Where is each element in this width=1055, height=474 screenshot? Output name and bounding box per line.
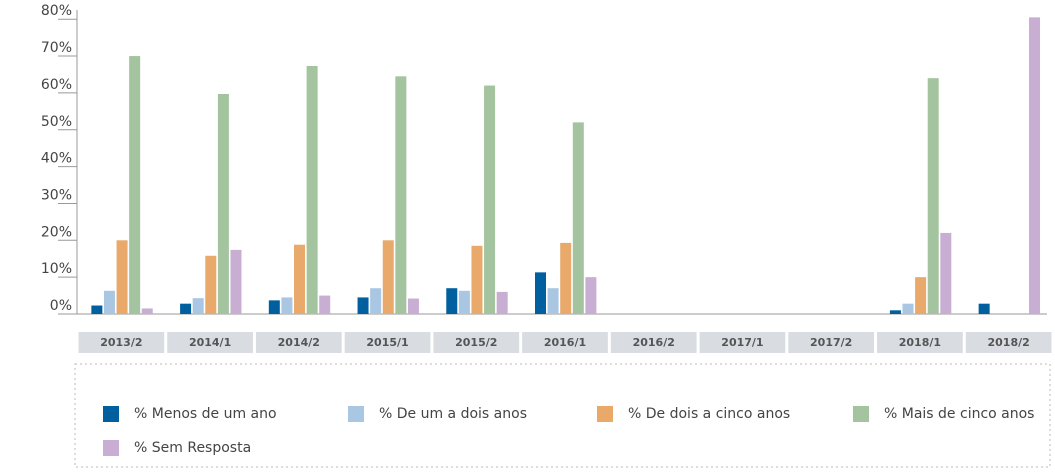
bar [205, 255, 217, 314]
bar [1029, 17, 1041, 315]
legend-label: % Menos de um ano [134, 406, 277, 422]
bar [458, 290, 470, 314]
bar [889, 310, 901, 314]
x-tick-label: 2017/2 [810, 336, 852, 349]
legend-swatch [103, 406, 119, 422]
category-box [965, 332, 1052, 353]
legend-swatch [348, 406, 364, 422]
x-tick-label: 2016/1 [544, 336, 586, 349]
bar [129, 56, 141, 314]
bar [230, 249, 242, 314]
legend-label: % De dois a cinco anos [628, 406, 790, 422]
x-tick-label: 2018/2 [987, 336, 1029, 349]
bar [547, 288, 559, 314]
bar [407, 298, 419, 314]
x-tick-label: 2015/2 [455, 336, 497, 349]
bar [927, 78, 939, 314]
bar [978, 303, 990, 314]
x-tick-label: 2017/1 [721, 336, 763, 349]
bar [940, 232, 952, 314]
x-tick-label: 2013/2 [100, 336, 142, 349]
y-tick-label: 60% [41, 77, 72, 93]
category-box [610, 332, 697, 353]
bar [192, 298, 204, 314]
legend-label: % Mais de cinco anos [884, 406, 1034, 422]
y-tick-label: 40% [41, 151, 72, 167]
bar [902, 303, 914, 314]
legend-label: % De um a dois anos [379, 406, 527, 422]
bar [281, 297, 293, 314]
y-tick-label: 70% [41, 40, 72, 56]
bar [294, 244, 306, 314]
y-tick-label: 50% [41, 114, 72, 130]
legend-swatch [853, 406, 869, 422]
bar [395, 76, 407, 314]
y-tick-label: 30% [41, 187, 72, 203]
legend-label: % Sem Resposta [134, 440, 251, 456]
bar [382, 240, 394, 314]
bar [306, 66, 318, 314]
bar [484, 85, 496, 314]
category-box [167, 332, 253, 353]
bar [103, 290, 115, 314]
y-tick-label: 20% [41, 224, 72, 240]
category-box [788, 332, 875, 353]
bar [446, 288, 458, 314]
bar [180, 303, 192, 314]
bar [496, 291, 508, 314]
y-tick-label: 80% [41, 3, 72, 19]
bar [572, 122, 584, 314]
bar [535, 272, 546, 314]
x-tick-label: 2014/2 [278, 336, 320, 349]
bar [141, 308, 153, 314]
category-box [522, 332, 608, 353]
bar [585, 277, 597, 314]
legend-swatch [103, 440, 119, 456]
bar [319, 295, 331, 314]
category-box [78, 332, 165, 353]
bar [116, 240, 128, 314]
bar [268, 300, 280, 314]
category-box [699, 332, 786, 353]
bar [560, 242, 572, 314]
bar [370, 288, 382, 314]
bar [91, 305, 103, 314]
category-box [877, 332, 963, 353]
y-tick-label: 10% [41, 261, 72, 277]
bar [471, 245, 483, 314]
x-tick-label: 2014/1 [189, 336, 231, 349]
category-box [433, 332, 520, 353]
y-tick-label: 0% [50, 298, 72, 314]
bar [357, 297, 369, 314]
x-tick-label: 2016/2 [633, 336, 675, 349]
bar [217, 94, 229, 314]
legend-swatch [597, 406, 613, 422]
x-tick-label: 2015/1 [366, 336, 408, 349]
category-box [255, 332, 342, 353]
x-tick-label: 2018/1 [899, 336, 941, 349]
bar [915, 277, 927, 314]
category-box [344, 332, 431, 353]
legend-box [74, 363, 1051, 468]
